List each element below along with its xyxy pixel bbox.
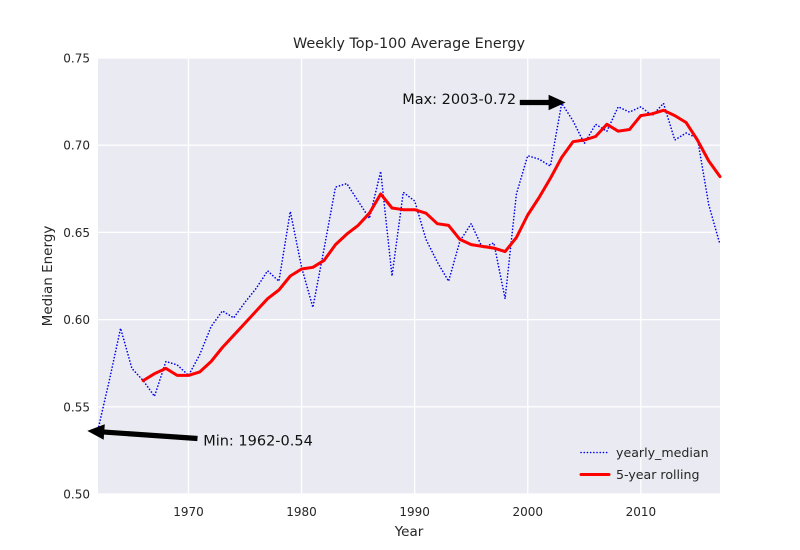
plot-background bbox=[98, 58, 720, 494]
tick-labels: 1970 1980 1990 2000 2010 0.50 0.55 0.60 0.65 0.70… bbox=[63, 52, 656, 520]
x-tick-label: 2000 bbox=[512, 505, 543, 519]
legend-rolling-label: 5-year rolling bbox=[616, 467, 700, 482]
y-tick-label: 0.55 bbox=[63, 400, 90, 414]
x-tick-label: 1990 bbox=[399, 505, 430, 519]
y-tick-label: 0.75 bbox=[63, 52, 90, 66]
y-tick-label: 0.70 bbox=[63, 139, 90, 153]
x-tick-label: 2010 bbox=[626, 505, 657, 519]
gridlines bbox=[98, 57, 720, 495]
x-tick-label: 1980 bbox=[286, 505, 317, 519]
y-tick-label: 0.65 bbox=[63, 226, 90, 240]
annotations: Max: 2003-0.72 Min: 1962-0.54 bbox=[87, 92, 566, 450]
max-annotation-label: Max: 2003-0.72 bbox=[402, 92, 516, 108]
x-tick-label: 1970 bbox=[173, 505, 204, 519]
min-annotation-label: Min: 1962-0.54 bbox=[203, 434, 313, 450]
chart-title: Weekly Top-100 Average Energy bbox=[293, 36, 526, 52]
y-tick-label: 0.60 bbox=[63, 313, 90, 327]
legend-yearly-median-label: yearly_median bbox=[616, 445, 709, 460]
yearly-median-line bbox=[97, 101, 721, 431]
min-annotation-arrow bbox=[87, 424, 198, 442]
rolling-average-line bbox=[141, 108, 722, 383]
y-axis-label: Median Energy bbox=[40, 226, 56, 327]
legend: yearly_median 5-year rolling bbox=[579, 445, 709, 482]
series-lines bbox=[97, 101, 722, 431]
max-annotation-arrow bbox=[519, 94, 566, 111]
y-tick-label: 0.50 bbox=[63, 488, 90, 502]
x-axis-label: Year bbox=[394, 524, 424, 540]
